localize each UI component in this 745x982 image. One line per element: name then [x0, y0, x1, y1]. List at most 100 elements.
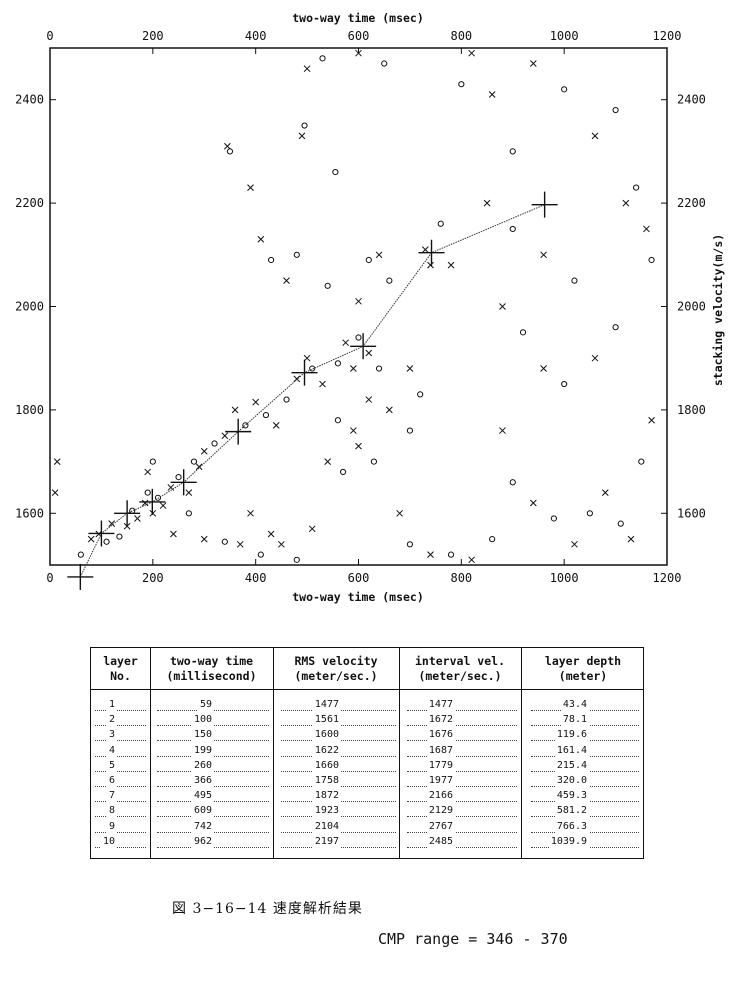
marker-circle: [283, 396, 290, 403]
marker-cross: [324, 458, 332, 465]
marker-circle: [190, 458, 198, 465]
cell-depth: 581.2: [554, 805, 589, 818]
cell-interval: 2129: [426, 805, 455, 818]
cell-time: 150: [191, 729, 214, 742]
marker-cross: [591, 354, 599, 362]
marker-cross: [53, 458, 61, 465]
x-tick-label-top: 200: [142, 29, 164, 43]
dotted-leader: [95, 755, 146, 757]
cell-layer: 1: [106, 699, 117, 711]
marker-cross: [591, 132, 599, 140]
y-tick-label-right: 1800: [677, 403, 706, 417]
table-col-divider: [273, 648, 274, 858]
dotted-leader: [407, 846, 517, 848]
marker-circle: [370, 458, 378, 465]
marker-cross: [200, 535, 208, 543]
marker-cross: [468, 556, 475, 564]
cell-rms: 2197: [312, 835, 341, 848]
marker-cross: [622, 199, 630, 207]
marker-circle: [509, 225, 516, 233]
marker-cross: [221, 432, 229, 440]
header-time-l1: two-way time: [169, 654, 254, 668]
cell-interval: 2166: [426, 790, 455, 803]
cell-layer: 3: [106, 729, 117, 742]
x-tick-label-bottom: 0: [46, 571, 53, 585]
pick-point: [139, 488, 166, 515]
dotted-leader: [407, 831, 517, 833]
x-tick-label-bottom: 400: [245, 571, 267, 585]
cell-rms: 1477: [312, 699, 341, 711]
marker-circle: [638, 458, 645, 465]
marker-cross: [643, 225, 650, 233]
marker-circle: [509, 148, 516, 155]
marker-cross: [499, 427, 506, 434]
dotted-leader: [95, 770, 146, 772]
marker-cross: [350, 365, 357, 372]
marker-cross: [342, 339, 349, 347]
marker-cross: [247, 184, 254, 191]
y-axis-title-right: stacking velocity(m/s): [711, 234, 725, 386]
marker-circle: [77, 551, 84, 558]
x-tick-label-bottom: 600: [348, 571, 370, 585]
pick-point: [170, 469, 197, 496]
marker-cross: [224, 142, 231, 150]
cell-rms: 1622: [312, 744, 341, 757]
marker-cross: [571, 540, 578, 548]
cell-time: 199: [191, 744, 214, 757]
pick-point: [291, 359, 318, 386]
dotted-leader: [95, 801, 146, 803]
header-rms: RMS velocity (meter/sec.): [273, 654, 399, 684]
table-header-rule: [91, 689, 643, 690]
cell-interval: 2767: [426, 820, 455, 833]
marker-cross: [421, 246, 429, 253]
header-interval-l2: (meter/sec.): [418, 669, 502, 683]
marker-circle: [375, 365, 383, 372]
marker-circle: [334, 417, 342, 424]
marker-cross: [648, 416, 655, 424]
marker-cross: [308, 525, 316, 533]
marker-circle: [417, 391, 424, 398]
marker-cross: [236, 540, 244, 548]
dotted-leader: [95, 831, 146, 833]
header-layer-l1: layer: [103, 654, 138, 668]
marker-cross: [468, 49, 475, 57]
marker-cross: [247, 509, 254, 517]
marker-circle: [154, 494, 162, 501]
marker-cross: [540, 251, 547, 259]
dotted-leader: [407, 801, 517, 803]
cell-time: 366: [191, 775, 214, 787]
marker-cross: [267, 530, 275, 538]
y-tick-label-right: 1600: [677, 506, 706, 520]
velocity-curve: [79, 204, 545, 578]
dotted-leader: [407, 770, 517, 772]
y-tick-label-left: 2400: [15, 93, 44, 107]
marker-cross: [303, 65, 311, 73]
marker-circle: [242, 422, 249, 429]
x-tick-label-bottom: 800: [450, 571, 472, 585]
header-depth: layer depth (meter): [521, 654, 645, 684]
cell-rms: 2104: [312, 820, 341, 833]
marker-circle: [103, 538, 110, 545]
marker-cross: [375, 251, 383, 259]
cell-rms: 1758: [312, 775, 341, 787]
marker-circle: [571, 277, 578, 284]
marker-cross: [385, 406, 393, 414]
marker-circle: [324, 282, 331, 289]
marker-cross: [252, 398, 260, 406]
cmp-range: CMP range = 346 - 370: [378, 930, 568, 948]
cell-layer: 10: [100, 835, 117, 848]
marker-circle: [116, 533, 123, 540]
marker-circle: [144, 489, 151, 496]
x-tick-label-bottom: 1000: [550, 571, 579, 585]
header-interval-l1: interval vel.: [414, 654, 505, 668]
cell-depth: 1039.9: [548, 835, 589, 848]
cell-time: 59: [197, 699, 214, 711]
x-tick-label-bottom: 1200: [653, 571, 682, 585]
marker-cross: [87, 535, 95, 543]
cell-depth: 161.4: [554, 744, 589, 757]
marker-cross: [355, 297, 362, 305]
header-depth-l1: layer depth: [544, 654, 622, 668]
header-rms-l2: (meter/sec.): [294, 669, 378, 683]
x-tick-label-top: 400: [245, 29, 267, 43]
cell-interval: 1672: [426, 714, 455, 727]
